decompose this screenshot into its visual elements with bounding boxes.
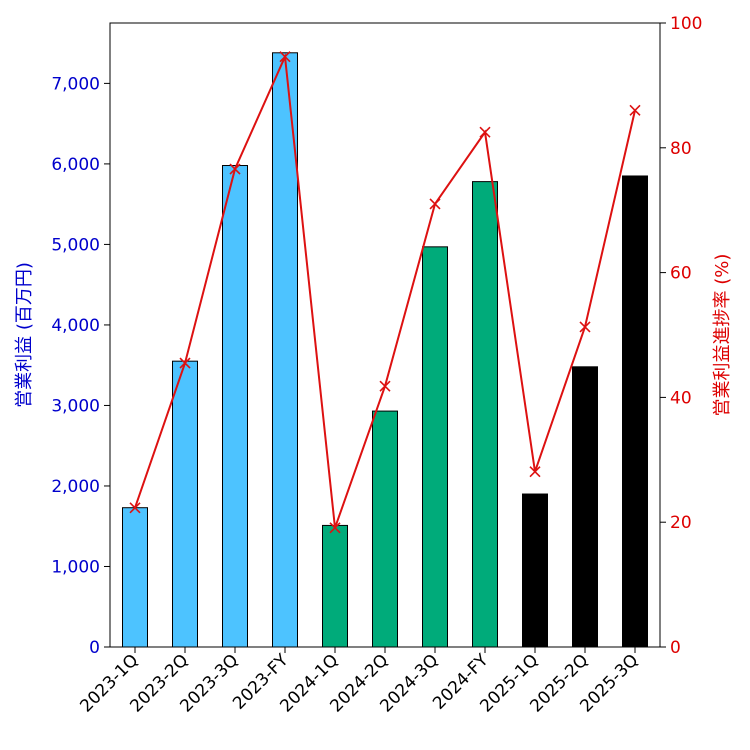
bar-2025-1Q [522, 493, 548, 648]
bar-2023-2Q [172, 360, 198, 648]
x-axis-ticks: 2023-1Q2023-2Q2023-3Q2023-FY2024-1Q2024-… [76, 647, 643, 717]
progress-point-2024-2Q [379, 380, 391, 392]
y-axis-left-label: 営業利益 (百万円) [14, 262, 35, 408]
progress-point-2025-1Q [529, 466, 541, 478]
progress-point-2023-FY [279, 51, 291, 63]
right-tick-label: 60 [670, 264, 692, 284]
bar-2023-1Q [122, 507, 148, 648]
right-tick-label: 100 [670, 14, 702, 34]
bar-2023-3Q [222, 165, 248, 648]
progress-point-2025-2Q [579, 321, 591, 333]
progress-point-2024-1Q [329, 522, 341, 534]
left-tick-label: 6,000 [51, 155, 100, 175]
right-axis-ticks: 0 20 40 60 80 100 [660, 14, 702, 658]
left-tick-label: 1,000 [51, 557, 100, 577]
left-tick-label: 7,000 [51, 74, 100, 94]
progress-point-2024-3Q [429, 198, 441, 210]
left-tick-label: 3,000 [51, 396, 100, 416]
bar-2023-FY [272, 52, 298, 648]
bar-2024-3Q [422, 246, 448, 648]
left-tick-label: 2,000 [51, 477, 100, 497]
left-tick-label: 5,000 [51, 235, 100, 255]
right-tick-label: 40 [670, 388, 692, 408]
progress-point-2025-3Q [629, 104, 641, 116]
progress-point-2023-1Q [129, 502, 141, 514]
right-tick-label: 80 [670, 139, 692, 159]
left-axis-ticks: 0 1,000 2,000 3,000 4,000 5,000 6,000 7,000 [51, 74, 110, 658]
bar-2024-2Q [372, 410, 398, 648]
right-tick-label: 20 [670, 513, 692, 533]
progress-line-group [129, 51, 641, 534]
right-tick-label: 0 [670, 638, 681, 658]
progress-point-2024-FY [479, 126, 491, 138]
bar-2025-2Q [572, 366, 598, 648]
progress-point-2023-2Q [179, 357, 191, 369]
bar-2025-3Q [622, 175, 648, 648]
progress-point-2023-3Q [229, 163, 241, 175]
bar-2024-FY [472, 181, 498, 648]
left-tick-label: 4,000 [51, 316, 100, 336]
left-tick-label: 0 [89, 638, 100, 658]
bars-group [122, 52, 648, 648]
bar-2024-1Q [322, 524, 348, 648]
y-axis-right-label: 営業利益進捗率 (%) [712, 254, 733, 417]
